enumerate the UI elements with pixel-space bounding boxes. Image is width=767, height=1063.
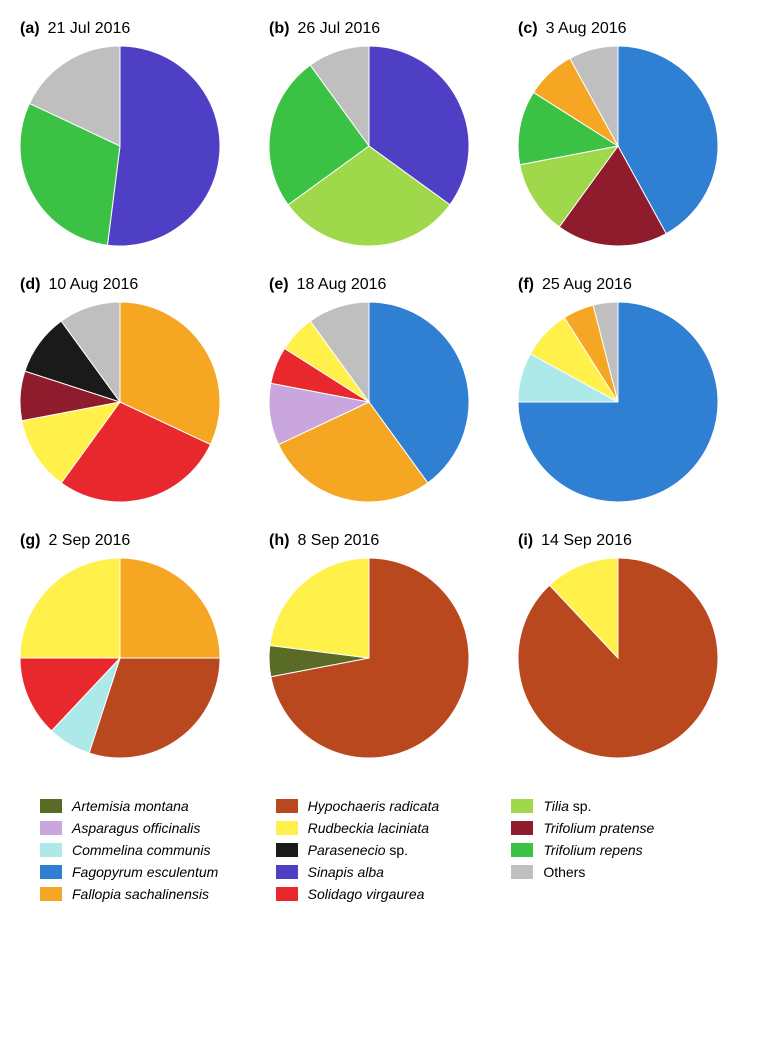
- legend-item: Parasenecio sp.: [276, 842, 492, 858]
- pie-chart: [518, 302, 718, 502]
- panel: (d) 10 Aug 2016: [20, 276, 249, 502]
- legend-swatch: [511, 843, 533, 857]
- panel: (a) 21 Jul 2016: [20, 20, 249, 246]
- legend-label: Hypochaeris radicata: [308, 798, 440, 814]
- legend-label: Artemisia montana: [72, 798, 189, 814]
- legend-item: Solidago virgaurea: [276, 886, 492, 902]
- panel-letter: (a): [20, 20, 40, 38]
- pie-chart: [20, 46, 220, 246]
- legend-label: Rudbeckia laciniata: [308, 820, 429, 836]
- pie-chart: [20, 302, 220, 502]
- legend-swatch: [40, 799, 62, 813]
- legend-label: Trifolium repens: [543, 842, 642, 858]
- legend-item: Hypochaeris radicata: [276, 798, 492, 814]
- panel-date: 2 Sep 2016: [48, 532, 130, 550]
- pie-chart: [20, 558, 220, 758]
- legend-label: Sinapis alba: [308, 864, 384, 880]
- legend-label: Fallopia sachalinensis: [72, 886, 209, 902]
- panel: (i) 14 Sep 2016: [518, 532, 747, 758]
- panel-letter: (i): [518, 532, 533, 550]
- panel-date: 21 Jul 2016: [48, 20, 131, 38]
- legend: Artemisia montana Hypochaeris radicata Til…: [20, 798, 747, 902]
- legend-item: Artemisia montana: [40, 798, 256, 814]
- legend-swatch: [276, 843, 298, 857]
- legend-label: Fagopyrum esculentum: [72, 864, 218, 880]
- panel-letter: (e): [269, 276, 289, 294]
- legend-swatch: [40, 821, 62, 835]
- pie-chart: [518, 558, 718, 758]
- pie-chart: [269, 302, 469, 502]
- panel-letter: (c): [518, 20, 538, 38]
- panel-letter: (f): [518, 276, 534, 294]
- legend-swatch: [511, 821, 533, 835]
- legend-item: Trifolium pratense: [511, 820, 727, 836]
- panel-date: 3 Aug 2016: [546, 20, 627, 38]
- legend-swatch: [511, 865, 533, 879]
- panel-date: 25 Aug 2016: [542, 276, 632, 294]
- panel-letter: (g): [20, 532, 40, 550]
- legend-item: Rudbeckia laciniata: [276, 820, 492, 836]
- legend-item: Tilia sp.: [511, 798, 727, 814]
- legend-label: Asparagus officinalis: [72, 820, 200, 836]
- panel-title: (a) 21 Jul 2016: [20, 20, 249, 38]
- pie-grid: (a) 21 Jul 2016 (b) 26 Jul 2016 (c) 3 Aug 201…: [20, 20, 747, 758]
- legend-item: Fallopia sachalinensis: [40, 886, 256, 902]
- legend-swatch: [40, 843, 62, 857]
- panel-letter: (d): [20, 276, 40, 294]
- pie-chart: [269, 558, 469, 758]
- legend-swatch: [276, 821, 298, 835]
- legend-label: Tilia sp.: [543, 798, 591, 814]
- panel-date: 14 Sep 2016: [541, 532, 632, 550]
- legend-item: Commelina communis: [40, 842, 256, 858]
- panel-date: 10 Aug 2016: [48, 276, 138, 294]
- panel: (f) 25 Aug 2016: [518, 276, 747, 502]
- legend-item: Sinapis alba: [276, 864, 492, 880]
- pie-chart: [518, 46, 718, 246]
- pie-chart: [269, 46, 469, 246]
- panel: (g) 2 Sep 2016: [20, 532, 249, 758]
- panel-title: (b) 26 Jul 2016: [269, 20, 498, 38]
- panel-title: (e) 18 Aug 2016: [269, 276, 498, 294]
- panel: (e) 18 Aug 2016: [269, 276, 498, 502]
- panel-title: (d) 10 Aug 2016: [20, 276, 249, 294]
- panel-title: (f) 25 Aug 2016: [518, 276, 747, 294]
- legend-label: Solidago virgaurea: [308, 886, 425, 902]
- panel-letter: (b): [269, 20, 289, 38]
- legend-label: Parasenecio sp.: [308, 842, 408, 858]
- legend-swatch: [276, 799, 298, 813]
- legend-item: Others: [511, 864, 727, 880]
- panel: (h) 8 Sep 2016: [269, 532, 498, 758]
- panel: (b) 26 Jul 2016: [269, 20, 498, 246]
- legend-item: Asparagus officinalis: [40, 820, 256, 836]
- panel-title: (i) 14 Sep 2016: [518, 532, 747, 550]
- legend-item: Fagopyrum esculentum: [40, 864, 256, 880]
- legend-label: Trifolium pratense: [543, 820, 654, 836]
- legend-label: Commelina communis: [72, 842, 210, 858]
- legend-swatch: [511, 799, 533, 813]
- legend-item: Trifolium repens: [511, 842, 727, 858]
- panel-date: 26 Jul 2016: [297, 20, 380, 38]
- panel: (c) 3 Aug 2016: [518, 20, 747, 246]
- panel-date: 18 Aug 2016: [297, 276, 387, 294]
- legend-swatch: [276, 865, 298, 879]
- legend-swatch: [276, 887, 298, 901]
- panel-title: (g) 2 Sep 2016: [20, 532, 249, 550]
- panel-title: (c) 3 Aug 2016: [518, 20, 747, 38]
- panel-date: 8 Sep 2016: [297, 532, 379, 550]
- panel-title: (h) 8 Sep 2016: [269, 532, 498, 550]
- legend-swatch: [40, 865, 62, 879]
- panel-letter: (h): [269, 532, 289, 550]
- legend-swatch: [40, 887, 62, 901]
- legend-label: Others: [543, 864, 585, 880]
